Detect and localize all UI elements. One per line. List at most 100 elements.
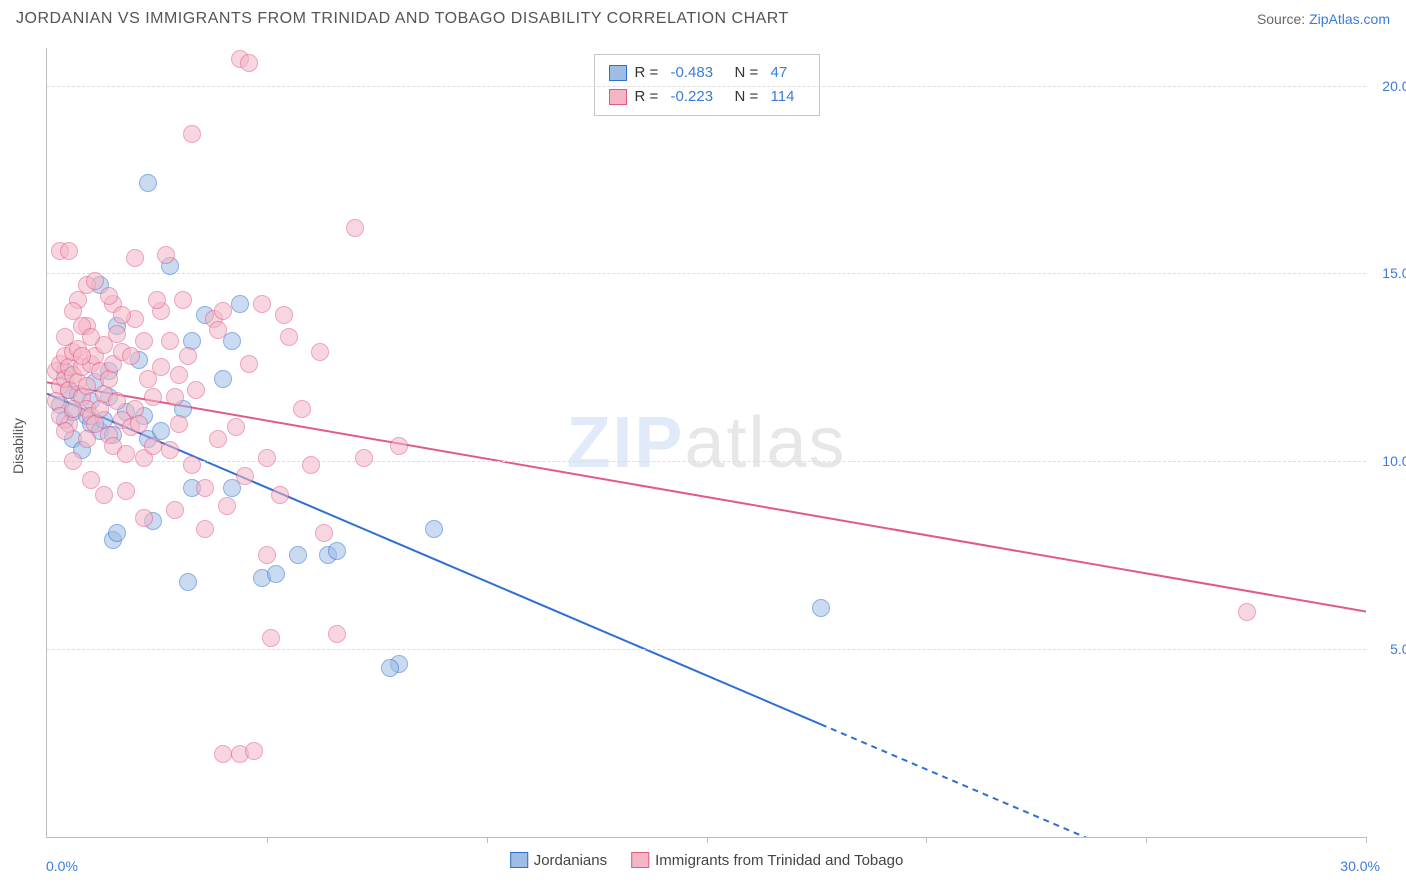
data-point bbox=[179, 573, 197, 591]
y-axis-title: Disability bbox=[10, 418, 26, 474]
stat-label: R = bbox=[635, 85, 663, 109]
data-point bbox=[311, 343, 329, 361]
x-axis-tick bbox=[1146, 837, 1147, 843]
data-point bbox=[86, 272, 104, 290]
x-axis-tick bbox=[1366, 837, 1367, 843]
trend-lines bbox=[47, 48, 1366, 837]
data-point bbox=[196, 520, 214, 538]
data-point bbox=[240, 355, 258, 373]
data-point bbox=[117, 445, 135, 463]
legend-item: Immigrants from Trinidad and Tobago bbox=[631, 852, 903, 869]
source-link[interactable]: ZipAtlas.com bbox=[1309, 11, 1390, 27]
source-attribution: Source: ZipAtlas.com bbox=[1257, 11, 1390, 27]
stat-label: N = bbox=[735, 85, 763, 109]
legend-label: Jordanians bbox=[534, 852, 607, 869]
data-point bbox=[390, 437, 408, 455]
legend-swatch bbox=[631, 852, 649, 868]
data-point bbox=[78, 377, 96, 395]
data-point bbox=[161, 441, 179, 459]
data-point bbox=[166, 501, 184, 519]
data-point bbox=[187, 381, 205, 399]
data-point bbox=[135, 332, 153, 350]
data-point bbox=[227, 418, 245, 436]
legend-item: Jordanians bbox=[510, 852, 607, 869]
data-point bbox=[209, 321, 227, 339]
data-point bbox=[302, 456, 320, 474]
watermark-atlas: atlas bbox=[684, 403, 846, 483]
data-point bbox=[271, 486, 289, 504]
data-point bbox=[161, 332, 179, 350]
stat-value-n: 47 bbox=[771, 61, 805, 85]
stats-legend-row: R = -0.483 N = 47 bbox=[609, 61, 805, 85]
data-point bbox=[236, 467, 254, 485]
data-point bbox=[214, 745, 232, 763]
data-point bbox=[253, 295, 271, 313]
data-point bbox=[328, 625, 346, 643]
data-point bbox=[214, 370, 232, 388]
data-point bbox=[56, 328, 74, 346]
data-point bbox=[315, 524, 333, 542]
data-point bbox=[60, 242, 78, 260]
stat-value-r: -0.483 bbox=[671, 61, 727, 85]
data-point bbox=[73, 347, 91, 365]
stat-label: R = bbox=[635, 61, 663, 85]
legend-swatch bbox=[609, 65, 627, 81]
data-point bbox=[100, 287, 118, 305]
scatter-chart: ZIPatlas R =-0.483N =47R =-0.223N =114 J… bbox=[46, 48, 1366, 838]
data-point bbox=[183, 125, 201, 143]
data-point bbox=[209, 430, 227, 448]
data-point bbox=[157, 246, 175, 264]
data-point bbox=[135, 509, 153, 527]
data-point bbox=[108, 392, 126, 410]
x-axis-tick bbox=[707, 837, 708, 843]
watermark: ZIPatlas bbox=[566, 402, 846, 484]
legend-swatch bbox=[609, 89, 627, 105]
data-point bbox=[231, 295, 249, 313]
data-point bbox=[258, 449, 276, 467]
data-point bbox=[1238, 603, 1256, 621]
data-point bbox=[144, 437, 162, 455]
legend-label: Immigrants from Trinidad and Tobago bbox=[655, 852, 903, 869]
data-point bbox=[122, 347, 140, 365]
y-axis-tick-label: 5.0% bbox=[1390, 641, 1406, 657]
stat-label: N = bbox=[735, 61, 763, 85]
data-point bbox=[812, 599, 830, 617]
series-legend: Jordanians Immigrants from Trinidad and T… bbox=[510, 852, 904, 869]
data-point bbox=[170, 366, 188, 384]
data-point bbox=[166, 388, 184, 406]
data-point bbox=[328, 542, 346, 560]
x-axis-label-max: 30.0% bbox=[1340, 858, 1380, 874]
data-point bbox=[108, 325, 126, 343]
chart-title: JORDANIAN VS IMMIGRANTS FROM TRINIDAD AN… bbox=[16, 10, 789, 28]
source-label: Source: bbox=[1257, 11, 1305, 27]
data-point bbox=[144, 388, 162, 406]
x-axis-tick bbox=[487, 837, 488, 843]
data-point bbox=[64, 400, 82, 418]
legend-swatch bbox=[510, 852, 528, 868]
trend-line-extrapolated bbox=[821, 724, 1243, 837]
data-point bbox=[289, 546, 307, 564]
x-axis-tick bbox=[267, 837, 268, 843]
data-point bbox=[183, 456, 201, 474]
data-point bbox=[381, 659, 399, 677]
data-point bbox=[78, 430, 96, 448]
stat-value-r: -0.223 bbox=[671, 85, 727, 109]
data-point bbox=[346, 219, 364, 237]
data-point bbox=[218, 497, 236, 515]
data-point bbox=[108, 524, 126, 542]
gridline bbox=[47, 649, 1366, 650]
stats-legend-row: R =-0.223N =114 bbox=[609, 85, 805, 109]
data-point bbox=[262, 629, 280, 647]
data-point bbox=[113, 306, 131, 324]
data-point bbox=[139, 174, 157, 192]
data-point bbox=[245, 742, 263, 760]
y-axis-tick-label: 20.0% bbox=[1382, 78, 1406, 94]
gridline bbox=[47, 461, 1366, 462]
data-point bbox=[355, 449, 373, 467]
trend-line bbox=[47, 382, 1366, 611]
data-point bbox=[148, 291, 166, 309]
data-point bbox=[82, 471, 100, 489]
data-point bbox=[267, 565, 285, 583]
y-axis-tick-label: 15.0% bbox=[1382, 265, 1406, 281]
gridline bbox=[47, 86, 1366, 87]
